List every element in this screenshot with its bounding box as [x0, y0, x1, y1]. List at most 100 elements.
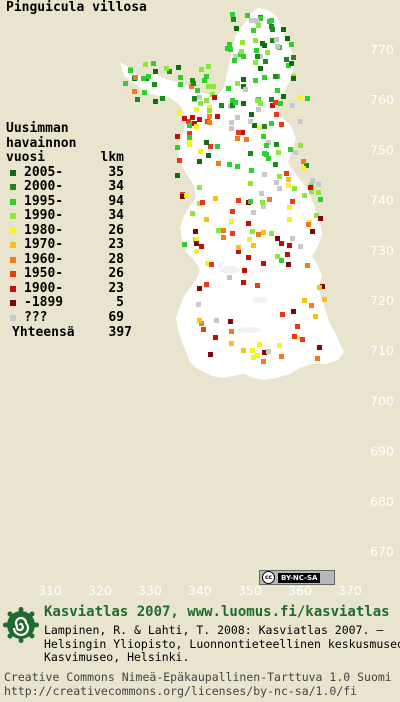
observation-square: [306, 222, 311, 227]
observation-square: [261, 204, 266, 209]
y-tick-label: 710: [370, 343, 394, 358]
observation-square: [230, 103, 235, 108]
observation-square: [209, 262, 214, 267]
observation-square: [123, 81, 128, 86]
observation-square: [201, 327, 206, 332]
observation-square: [225, 46, 230, 51]
observation-square: [219, 103, 224, 108]
observation-square: [199, 67, 204, 72]
observation-square: [192, 121, 197, 126]
legend-count: 26: [108, 266, 124, 281]
observation-square: [284, 57, 289, 62]
y-tick-label: 760: [370, 92, 394, 107]
observation-square: [198, 149, 203, 154]
observation-square: [198, 101, 203, 106]
y-tick-label: 730: [370, 243, 394, 258]
legend-label: 1980-: [24, 222, 64, 238]
x-tick-label: 310: [38, 583, 62, 598]
observation-square: [289, 42, 294, 47]
observation-square: [286, 177, 291, 182]
observation-square: [318, 216, 323, 221]
y-tick-label: 680: [370, 494, 394, 509]
observation-square: [305, 96, 310, 101]
observation-square: [239, 49, 244, 54]
legend-count: 28: [108, 251, 124, 267]
legend-count: 34: [108, 208, 124, 223]
observation-square: [286, 63, 291, 68]
observation-square: [275, 44, 280, 49]
observation-square: [192, 96, 197, 101]
observation-square: [260, 200, 265, 205]
observation-square: [182, 242, 187, 247]
observation-square: [270, 103, 275, 108]
observation-square: [308, 185, 313, 190]
observation-square: [292, 186, 297, 191]
observation-square: [151, 61, 156, 66]
observation-square: [235, 164, 240, 169]
observation-square: [229, 329, 234, 334]
map-title: Pinguicula villosa: [6, 0, 147, 15]
observation-square: [213, 335, 218, 340]
observation-square: [177, 158, 182, 163]
legend-label: 1900-: [24, 280, 64, 296]
observation-square: [254, 18, 259, 23]
legend-row: 1995- 94: [6, 194, 124, 210]
observation-square: [278, 101, 283, 106]
observation-square: [258, 66, 263, 71]
observation-square: [210, 92, 215, 97]
observation-square: [279, 354, 284, 359]
legend-count: 69: [108, 309, 124, 325]
observation-square: [251, 210, 256, 215]
observation-square: [143, 62, 148, 67]
x-tick-label: 340: [188, 583, 212, 598]
observation-square: [287, 217, 292, 222]
observation-square: [132, 89, 137, 94]
observation-square: [187, 123, 192, 128]
observation-square: [208, 144, 213, 149]
observation-square: [247, 237, 252, 242]
observation-square: [212, 95, 217, 100]
observation-square: [204, 217, 209, 222]
observation-square: [184, 193, 189, 198]
observation-square: [313, 314, 318, 319]
observation-square: [261, 134, 266, 139]
observation-square: [221, 235, 226, 240]
observation-square: [263, 59, 268, 64]
observation-square: [232, 58, 237, 63]
observation-square: [262, 350, 267, 355]
legend: Uusimman havainnon vuosi lkm 2005- 35 2000…: [6, 121, 132, 342]
observation-square: [266, 140, 271, 145]
observation-square: [167, 69, 172, 74]
observation-square: [178, 82, 183, 87]
x-tick-label: 360: [288, 583, 312, 598]
legend-total-row: Yhteensä 397: [6, 325, 132, 342]
observation-square: [142, 90, 147, 95]
observation-square: [194, 124, 199, 129]
observation-square: [153, 69, 158, 74]
observation-square: [206, 64, 211, 69]
observation-square: [286, 262, 291, 267]
observation-square: [207, 108, 212, 113]
observation-square: [314, 213, 319, 218]
observation-square: [290, 103, 295, 108]
observation-square: [315, 356, 320, 361]
observation-square: [317, 345, 322, 350]
observation-square: [187, 131, 192, 136]
observation-square: [261, 261, 266, 266]
legend-swatch-icon: [10, 285, 16, 292]
citation-line-3: Kasvimuseo, Helsinki.: [44, 650, 190, 664]
observation-square: [302, 298, 307, 303]
observation-square: [277, 186, 282, 191]
legend-label: 2000-: [24, 179, 64, 194]
legend-row: -1899 5: [6, 295, 124, 311]
observation-square: [226, 86, 231, 91]
observation-square: [204, 282, 209, 287]
observation-square: [257, 125, 262, 130]
observation-square: [295, 324, 300, 329]
observation-square: [193, 229, 198, 234]
observation-square: [197, 201, 202, 206]
legend-total-count: 397: [108, 325, 132, 340]
observation-square: [241, 101, 246, 106]
observation-square: [207, 120, 212, 125]
observation-square: [206, 153, 211, 158]
